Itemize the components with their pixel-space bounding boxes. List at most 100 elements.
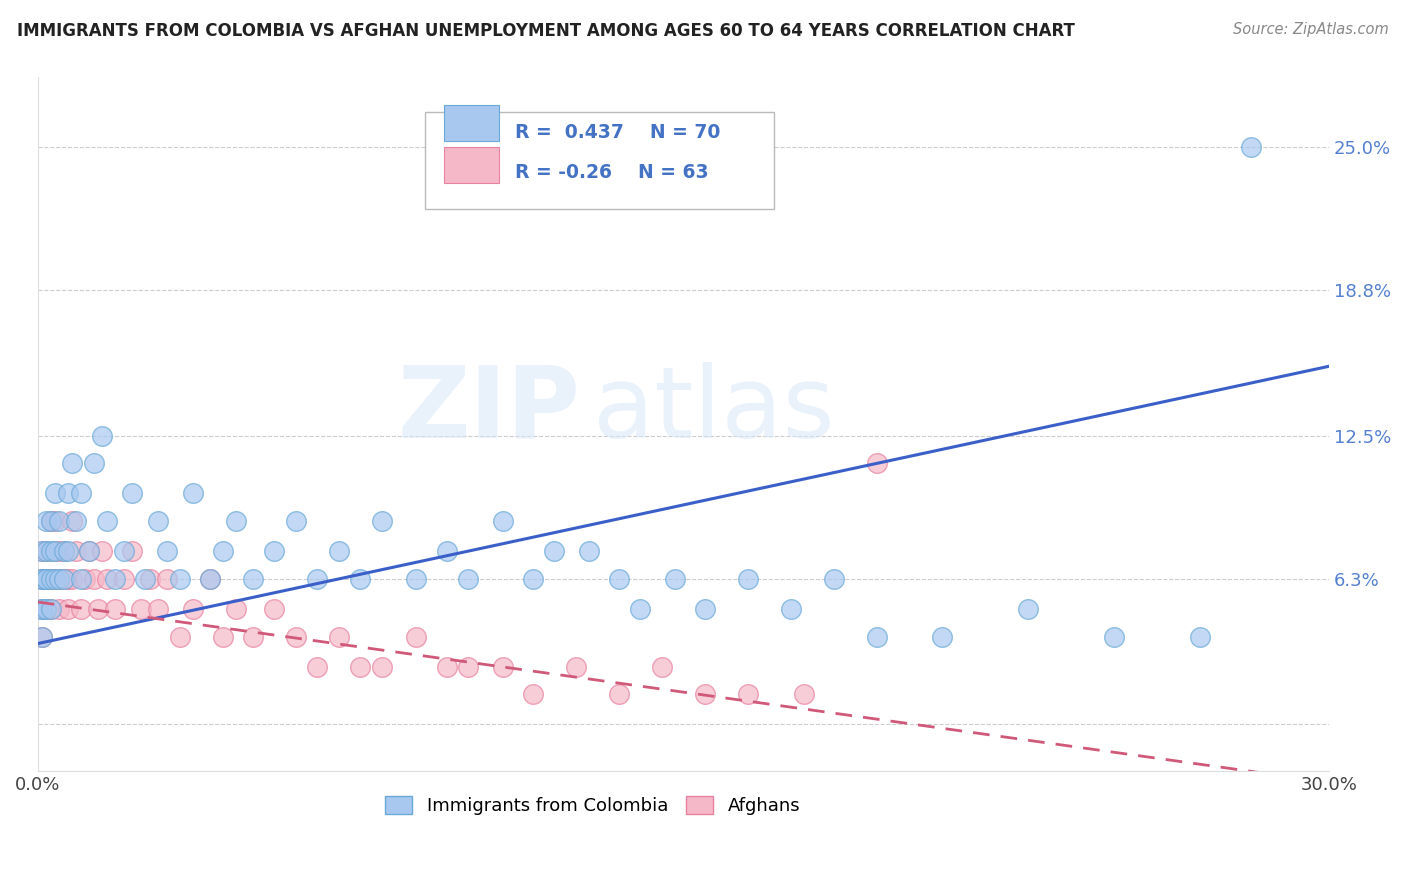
- Point: [607, 688, 630, 702]
- Point: [457, 659, 479, 673]
- Point: [307, 659, 329, 673]
- Point: [31, 630, 53, 644]
- FancyBboxPatch shape: [444, 147, 499, 183]
- Point: [169, 630, 191, 644]
- Point: [263, 544, 285, 558]
- Point: [457, 572, 479, 586]
- Point: [48, 572, 70, 586]
- Point: [371, 659, 394, 673]
- Point: [56, 602, 79, 616]
- Point: [169, 572, 191, 586]
- Point: [35, 572, 58, 586]
- Point: [35, 572, 58, 586]
- Point: [39, 514, 62, 528]
- Point: [607, 572, 630, 586]
- Point: [148, 514, 170, 528]
- Point: [198, 572, 221, 586]
- Point: [48, 544, 70, 558]
- Point: [225, 514, 247, 528]
- Point: [284, 630, 307, 644]
- Point: [129, 602, 152, 616]
- Point: [39, 602, 62, 616]
- Point: [121, 544, 143, 558]
- Point: [181, 486, 204, 500]
- Point: [737, 572, 759, 586]
- Point: [405, 630, 427, 644]
- Point: [31, 602, 53, 616]
- Point: [522, 688, 544, 702]
- Point: [52, 544, 75, 558]
- Point: [79, 544, 101, 558]
- Point: [69, 486, 91, 500]
- Point: [578, 544, 600, 558]
- Point: [181, 602, 204, 616]
- Point: [31, 572, 53, 586]
- Point: [263, 602, 285, 616]
- Point: [39, 572, 62, 586]
- Point: [44, 572, 66, 586]
- Point: [1102, 630, 1125, 644]
- Point: [96, 514, 118, 528]
- Point: [405, 572, 427, 586]
- Point: [39, 544, 62, 558]
- Point: [866, 630, 889, 644]
- Point: [198, 572, 221, 586]
- Point: [31, 544, 53, 558]
- Point: [87, 602, 110, 616]
- Legend: Immigrants from Colombia, Afghans: Immigrants from Colombia, Afghans: [377, 787, 810, 824]
- Point: [60, 514, 83, 528]
- Point: [543, 544, 565, 558]
- Text: ZIP: ZIP: [396, 361, 581, 458]
- Point: [242, 630, 264, 644]
- Point: [693, 688, 716, 702]
- Point: [48, 514, 70, 528]
- Point: [780, 602, 803, 616]
- Text: atlas: atlas: [593, 361, 835, 458]
- Point: [35, 602, 58, 616]
- Point: [112, 544, 135, 558]
- Point: [35, 514, 58, 528]
- Point: [328, 544, 350, 558]
- Point: [39, 514, 62, 528]
- Text: IMMIGRANTS FROM COLOMBIA VS AFGHAN UNEMPLOYMENT AMONG AGES 60 TO 64 YEARS CORREL: IMMIGRANTS FROM COLOMBIA VS AFGHAN UNEMP…: [17, 22, 1074, 40]
- Point: [242, 572, 264, 586]
- Point: [112, 572, 135, 586]
- Point: [491, 514, 513, 528]
- Point: [31, 572, 53, 586]
- Point: [349, 659, 371, 673]
- Point: [69, 572, 91, 586]
- Point: [44, 544, 66, 558]
- Point: [148, 602, 170, 616]
- Point: [371, 514, 394, 528]
- Point: [328, 630, 350, 644]
- Point: [491, 659, 513, 673]
- Point: [1240, 140, 1263, 154]
- Point: [628, 602, 651, 616]
- FancyBboxPatch shape: [444, 105, 499, 141]
- Point: [31, 602, 53, 616]
- Point: [69, 602, 91, 616]
- Point: [44, 544, 66, 558]
- Point: [91, 544, 114, 558]
- Point: [31, 544, 53, 558]
- Point: [522, 572, 544, 586]
- Point: [1188, 630, 1211, 644]
- Point: [52, 544, 75, 558]
- Point: [31, 630, 53, 644]
- Point: [60, 572, 83, 586]
- Point: [48, 602, 70, 616]
- Point: [211, 544, 233, 558]
- Point: [436, 544, 458, 558]
- Point: [52, 572, 75, 586]
- Point: [823, 572, 845, 586]
- Point: [35, 544, 58, 558]
- Point: [349, 572, 371, 586]
- Point: [52, 572, 75, 586]
- Point: [31, 602, 53, 616]
- Point: [134, 572, 156, 586]
- Point: [664, 572, 686, 586]
- Point: [39, 602, 62, 616]
- Point: [83, 572, 105, 586]
- Point: [138, 572, 160, 586]
- Point: [737, 688, 759, 702]
